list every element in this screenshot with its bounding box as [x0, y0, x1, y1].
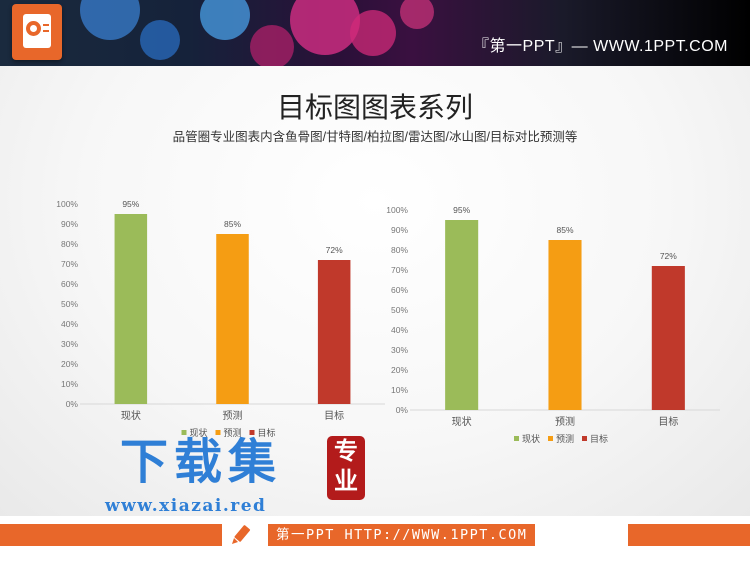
legend-label: 目标	[590, 433, 608, 444]
y-tick-label: 20%	[61, 359, 78, 369]
legend-swatch	[181, 430, 187, 435]
y-tick-label: 70%	[391, 265, 408, 275]
x-tick-label: 目标	[658, 416, 678, 428]
x-tick-label: 预测	[555, 415, 575, 428]
legend-label: 现状	[190, 427, 208, 438]
watermark-text: 下载集	[120, 434, 283, 490]
bar-3	[317, 260, 351, 404]
y-tick-label: 50%	[61, 299, 78, 309]
bar-1	[445, 220, 479, 410]
bar-2	[548, 240, 582, 410]
y-tick-label: 80%	[61, 239, 78, 249]
header-banner: 『第一PPT』— WWW.1PPT.COM	[0, 0, 750, 66]
y-tick-label: 0%	[66, 399, 79, 409]
y-tick-label: 40%	[61, 319, 78, 329]
y-tick-label: 90%	[391, 225, 408, 235]
data-label: 95%	[122, 199, 139, 209]
y-tick-label: 50%	[391, 305, 408, 315]
data-label: 95%	[453, 205, 470, 215]
site-brand: 『第一PPT』— WWW.1PPT.COM	[473, 38, 728, 55]
data-label: 72%	[660, 251, 677, 261]
x-tick-label: 现状	[121, 409, 141, 422]
legend-swatch	[249, 430, 255, 435]
data-label: 72%	[326, 245, 343, 255]
y-tick-label: 10%	[61, 379, 78, 389]
y-tick-label: 90%	[61, 219, 78, 229]
x-tick-label: 现状	[452, 415, 472, 428]
legend-label: 目标	[258, 427, 276, 438]
y-tick-label: 80%	[391, 245, 408, 255]
watermark-url: www.xiazai.red	[105, 496, 267, 516]
page-title: 目标图图表系列	[276, 92, 473, 123]
y-tick-label: 100%	[56, 199, 78, 209]
y-tick-label: 100%	[386, 205, 408, 215]
y-tick-label: 0%	[396, 405, 409, 415]
pencil-icon	[232, 525, 251, 544]
bar-chart-left: 0% 10% 20% 30% 40% 50% 60% 70% 80% 90% 100% 95% 现状 85…	[56, 199, 385, 438]
y-tick-label: 20%	[391, 365, 408, 375]
y-tick-label: 10%	[391, 385, 408, 395]
data-label: 85%	[556, 225, 573, 235]
legend-label: 现状	[522, 433, 540, 444]
y-tick-label: 40%	[391, 325, 408, 335]
footer: 第一PPT HTTP://WWW.1PPT.COM	[0, 516, 750, 562]
y-tick-label: 30%	[391, 345, 408, 355]
bar-2	[216, 234, 249, 404]
legend-label: 预测	[556, 434, 574, 444]
y-tick-label: 30%	[61, 339, 78, 349]
legend-swatch	[215, 430, 221, 435]
watermark: 下载集 www.xiazai.red 专业	[105, 422, 365, 520]
footer-text: 第一PPT HTTP://WWW.1PPT.COM	[268, 524, 536, 546]
legend-swatch	[582, 436, 587, 441]
bar-chart-right: 0% 10% 20% 30% 40% 50% 60% 70% 80% 90% 100% 95% 现状 85…	[386, 205, 720, 444]
powerpoint-icon	[12, 4, 62, 60]
legend-label: 预测	[224, 428, 242, 438]
y-tick-label: 60%	[391, 285, 408, 295]
bar-3	[651, 266, 685, 410]
legend-swatch	[548, 436, 553, 441]
legend-swatch	[514, 436, 519, 441]
watermark-seal: 专业	[327, 436, 365, 500]
x-tick-label: 预测	[223, 409, 243, 422]
bar-1	[114, 214, 148, 404]
x-tick-label: 目标	[324, 410, 344, 422]
data-label: 85%	[224, 219, 241, 229]
y-tick-label: 60%	[61, 279, 78, 289]
page-subtitle: 品管圈专业图表内含鱼骨图/甘特图/柏拉图/雷达图/冰山图/目标对比预测等	[172, 130, 578, 144]
y-tick-label: 70%	[61, 259, 78, 269]
